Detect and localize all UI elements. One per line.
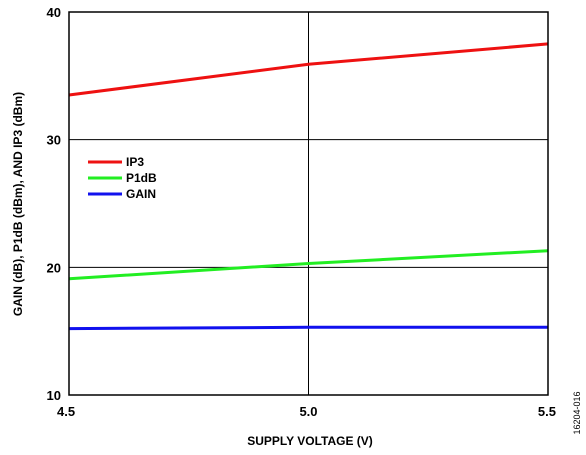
y-tick-labels: 10 20 30 40: [47, 5, 61, 403]
y-tick-label: 40: [47, 5, 61, 20]
grid-lines: [69, 12, 548, 395]
x-tick-labels: 4.5 5.0 5.5: [57, 404, 556, 419]
x-axis-title: SUPPLY VOLTAGE (V): [247, 434, 373, 448]
series-lines: [68, 42, 549, 331]
y-axis-title: GAIN (dB), P1dB (dBm), AND IP3 (dBm): [11, 92, 25, 316]
plot-frame: [68, 11, 549, 396]
legend-label-gain: GAIN: [126, 187, 156, 201]
series-line-p1db: [68, 249, 549, 281]
y-tick-label: 20: [47, 260, 61, 275]
figure-id: 16204-016: [572, 391, 582, 434]
x-tick-label: 4.5: [57, 404, 75, 419]
series-line-ip3: [68, 42, 549, 97]
y-tick-label: 30: [47, 133, 61, 148]
x-tick-label: 5.5: [538, 404, 556, 419]
x-tick-label: 5.0: [299, 404, 317, 419]
legend-label-p1db: P1dB: [126, 171, 157, 185]
legend-label-ip3: IP3: [126, 155, 144, 169]
y-tick-label: 10: [47, 388, 61, 403]
series-line-gain: [68, 325, 548, 331]
legend: IP3 P1dB GAIN: [88, 155, 157, 201]
